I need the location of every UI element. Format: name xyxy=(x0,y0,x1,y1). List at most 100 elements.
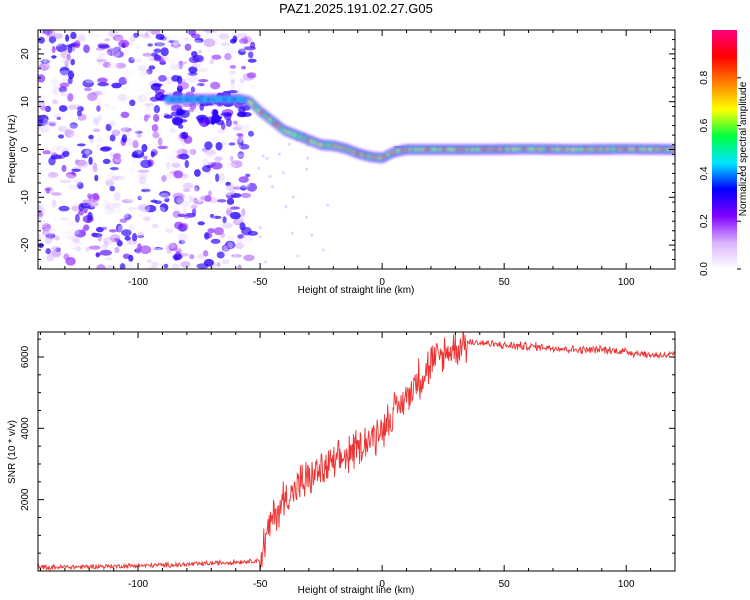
noise-blob xyxy=(161,175,167,182)
noise-blob xyxy=(176,154,182,159)
noise-blob xyxy=(188,195,194,204)
noise-blob xyxy=(55,124,64,128)
noise-blob xyxy=(168,242,178,251)
noise-blob xyxy=(191,51,198,58)
noise-blob xyxy=(88,121,97,130)
noise-blob xyxy=(120,127,132,132)
noise-blob xyxy=(51,55,57,59)
noise-blob xyxy=(122,86,129,91)
noise-blob xyxy=(38,234,44,241)
noise-blob xyxy=(78,203,85,212)
noise-blob xyxy=(120,111,130,119)
noise-blob xyxy=(232,218,243,225)
noise-blob xyxy=(234,244,243,253)
noise-blob xyxy=(132,140,139,149)
noise-blob xyxy=(84,66,95,76)
noise-blob xyxy=(149,183,155,190)
noise-blob xyxy=(172,38,181,46)
noise-blob xyxy=(117,103,126,109)
noise-blob xyxy=(92,128,101,133)
noise-blob xyxy=(169,128,175,132)
noise-blob xyxy=(67,45,73,54)
noise-blob xyxy=(191,63,201,68)
noise-blob xyxy=(174,248,182,253)
noise-blob xyxy=(76,110,82,117)
noise-blob xyxy=(173,159,179,166)
noise-blob xyxy=(205,148,217,158)
noise-blob xyxy=(44,50,52,59)
noise-blob xyxy=(155,33,165,40)
noise-blob xyxy=(232,186,241,190)
noise-blob xyxy=(38,201,46,208)
noise-blob xyxy=(137,94,148,103)
noise-blob xyxy=(61,50,67,57)
noise-blob xyxy=(173,206,180,212)
noise-blob xyxy=(210,238,221,244)
noise-blob xyxy=(240,185,247,191)
noise-blob xyxy=(70,237,81,243)
noise-blob xyxy=(66,53,71,61)
noise-blob xyxy=(181,237,193,246)
noise-blob xyxy=(214,157,221,164)
spectrogram-x-ticks: -100 -50 0 50 100 xyxy=(39,30,676,288)
colorbar-tick-label: 0.2 xyxy=(699,214,710,228)
noise-blob xyxy=(52,99,58,105)
noise-blob xyxy=(178,30,185,33)
spectrogram-y-tick-label: -10 xyxy=(20,190,31,205)
snr-y-axis-label: SNR (10 * v/v) xyxy=(7,420,18,484)
noise-blob xyxy=(99,36,111,44)
noise-blob xyxy=(173,39,181,47)
noise-blob xyxy=(224,53,232,61)
noise-blob xyxy=(102,158,111,164)
noise-blob xyxy=(42,150,52,155)
noise-blob xyxy=(60,90,69,97)
noise-blob xyxy=(227,235,235,240)
colorbar-tick-label: 0.6 xyxy=(699,118,710,132)
noise-blob xyxy=(204,232,210,240)
noise-blob xyxy=(48,236,55,240)
noise-blob xyxy=(111,89,117,98)
noise-blob xyxy=(151,247,162,255)
noise-blob xyxy=(41,124,50,130)
noise-blob xyxy=(129,35,136,42)
noise-blob xyxy=(59,231,72,239)
noise-blob xyxy=(102,244,109,250)
noise-blob xyxy=(121,229,132,237)
noise-blob xyxy=(140,208,150,212)
colorbar-tick-label: 0.4 xyxy=(699,166,710,180)
noise-blob xyxy=(202,165,211,173)
noise-blob xyxy=(184,167,196,173)
noise-blob xyxy=(144,190,155,196)
noise-blob xyxy=(232,126,241,131)
noise-blob xyxy=(86,217,91,223)
noise-blob xyxy=(230,79,235,84)
noise-blob xyxy=(108,265,114,269)
noise-blob xyxy=(75,246,82,252)
noise-blob xyxy=(96,58,107,63)
noise-blob xyxy=(229,82,236,90)
noise-blob xyxy=(240,192,252,199)
noise-blob xyxy=(227,242,233,249)
noise-blob xyxy=(238,176,249,183)
noise-blob xyxy=(156,224,162,230)
noise-blob xyxy=(128,254,134,262)
noise-blob xyxy=(63,91,70,96)
noise-blob xyxy=(77,210,84,216)
noise-blob xyxy=(112,119,118,128)
noise-blob xyxy=(42,118,49,126)
spectrogram-y-tick-label: 10 xyxy=(20,96,31,108)
noise-blob xyxy=(231,254,238,263)
noise-blob xyxy=(91,232,97,237)
noise-blob xyxy=(159,192,170,200)
noise-blob xyxy=(107,106,117,110)
noise-blob xyxy=(101,199,111,208)
noise-blob xyxy=(61,222,69,226)
noise-blob xyxy=(78,33,88,40)
noise-blob xyxy=(142,216,151,222)
noise-blob xyxy=(135,58,142,63)
noise-blob xyxy=(51,199,57,208)
noise-blob xyxy=(108,46,120,51)
noise-speck xyxy=(290,231,294,235)
noise-blob xyxy=(148,65,156,70)
noise-blob xyxy=(59,66,70,76)
